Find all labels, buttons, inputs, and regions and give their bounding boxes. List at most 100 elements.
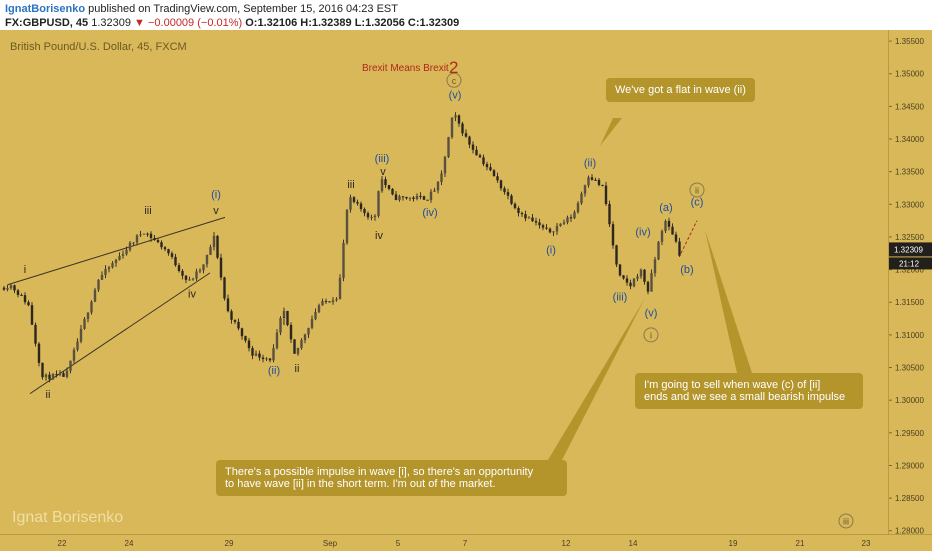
candle-body — [475, 149, 478, 156]
x-tick-label: Sep — [323, 539, 338, 548]
candle-body — [443, 156, 447, 174]
x-tick-label: 22 — [58, 539, 67, 548]
candle-body — [622, 275, 625, 279]
candle-body — [646, 281, 650, 292]
candle-body — [373, 215, 377, 217]
candle-body — [604, 185, 608, 204]
wave-label: ii — [295, 363, 300, 375]
candle-body — [118, 255, 121, 260]
candle-body — [398, 196, 401, 201]
candle-body — [55, 374, 58, 376]
candle-body — [457, 115, 461, 124]
candle-body — [188, 279, 191, 281]
candle-body — [97, 279, 100, 290]
chart-plot-area[interactable]: i ii iii iv (i) v i (ii) ii iii (iii) v iv (iv) (v) (i)… — [0, 30, 888, 534]
candle-body — [601, 184, 604, 186]
candle-body — [499, 180, 503, 189]
candle-body — [342, 243, 345, 278]
candle-body — [492, 170, 496, 177]
wave-label: (i) — [211, 189, 221, 201]
candle-body — [405, 196, 408, 199]
candle-body — [65, 370, 69, 377]
y-tick-label: 1.31000 — [895, 331, 924, 340]
y-tick-label: 1.28500 — [895, 494, 924, 503]
candle-body — [254, 353, 258, 356]
time-axis[interactable]: 22 24 29 Sep 5 7 12 14 19 21 23 — [0, 534, 932, 551]
candle-body — [625, 278, 629, 283]
candle-body — [552, 231, 555, 233]
candle-body — [34, 324, 37, 344]
candle-body — [401, 196, 405, 198]
last-price: 1.32309 — [91, 17, 131, 29]
circled-wave-label: ii — [695, 185, 699, 195]
candle-body — [62, 373, 65, 377]
candle-body — [265, 358, 268, 360]
candle-body — [226, 298, 230, 312]
wave-label: iii — [347, 179, 354, 191]
candle-body — [331, 300, 335, 303]
candle-body — [177, 265, 181, 271]
candle-body — [527, 217, 531, 219]
wave-label: iii — [144, 205, 151, 217]
candle-body — [212, 235, 216, 248]
wave-label: (ii) — [584, 157, 596, 169]
candle-body — [678, 241, 681, 256]
candle-body — [125, 249, 128, 255]
candle-body — [275, 332, 279, 349]
wave-label: iv — [188, 289, 196, 301]
last-price-badge — [889, 242, 932, 257]
candle-body — [48, 374, 51, 380]
candle-body — [583, 185, 587, 194]
candle-body — [149, 233, 153, 238]
wave-label: (a) — [659, 202, 672, 214]
candle-body — [335, 299, 338, 301]
candle-body — [27, 302, 30, 306]
candle-body — [251, 348, 254, 356]
candle-body — [510, 195, 513, 204]
candle-body — [429, 191, 433, 201]
last-price-badge-text: 1.32309 — [894, 245, 923, 254]
candle-body — [279, 318, 282, 333]
candle-body — [160, 242, 163, 248]
candle-body — [660, 231, 664, 242]
candle-body — [366, 213, 370, 218]
candle-body — [69, 360, 72, 371]
candle-body — [412, 197, 415, 199]
candle-body — [419, 195, 422, 197]
candle-body — [244, 336, 247, 341]
projection-path — [680, 220, 698, 254]
price-axis[interactable]: 1.35500 1.35000 1.34500 1.34000 1.33500 1.330… — [888, 30, 932, 534]
candle-body — [436, 181, 440, 191]
candle-body — [426, 199, 429, 201]
candle-body — [387, 185, 391, 189]
publish-line: IgnatBorisenko published on TradingView.… — [5, 3, 398, 15]
candle-body — [391, 188, 394, 195]
wave-label: v — [380, 166, 386, 178]
candle-body — [531, 217, 534, 222]
candle-body — [541, 225, 545, 228]
circled-wave-ring — [643, 327, 659, 343]
candle-body — [359, 203, 363, 210]
candle-body — [489, 167, 492, 171]
candle-body — [100, 275, 104, 280]
candle-body — [377, 191, 380, 216]
wave-label: (i) — [546, 244, 556, 256]
circled-wave-ring — [689, 182, 705, 198]
candle-body — [16, 290, 20, 295]
candle-body — [107, 267, 111, 269]
circled-wave-ring — [446, 72, 462, 88]
callout-pointers — [548, 118, 752, 460]
candle-body — [590, 177, 594, 180]
brexit-label: Brexit Means Brexit — [362, 63, 449, 74]
circled-wave-ring — [838, 513, 854, 529]
y-tick-label: 1.30500 — [895, 364, 924, 373]
candle-body — [503, 188, 506, 193]
candles — [2, 112, 681, 383]
candle-body — [587, 177, 590, 186]
candle-body — [447, 137, 450, 157]
author-link[interactable]: IgnatBorisenko — [5, 3, 86, 15]
candle-body — [153, 237, 156, 241]
candle-body — [219, 257, 223, 278]
candle-body — [76, 341, 79, 350]
